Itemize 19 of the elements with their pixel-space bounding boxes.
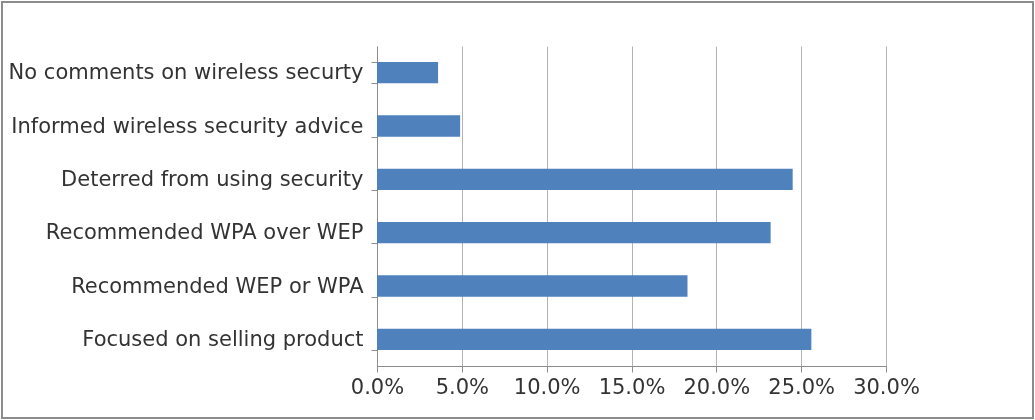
y-tick-label: No comments on wireless securty	[8, 60, 364, 85]
x-tick-label: 30.0%	[853, 374, 920, 399]
y-tick-label: Focused on selling product	[82, 326, 364, 351]
x-tick-label: 15.0%	[598, 374, 666, 399]
x-tick-label: 5.0%	[435, 374, 490, 399]
y-tick-label: Recommended WPA over WEP	[45, 220, 364, 245]
y-tick-label: Recommended WEP or WPA	[71, 273, 365, 298]
bar	[377, 275, 688, 297]
y-tick-label: Informed wireless security advice	[11, 113, 364, 138]
bar	[377, 222, 771, 244]
bar	[377, 168, 793, 190]
x-tick-label: 25.0%	[768, 374, 836, 399]
x-tick-label: 0.0%	[350, 374, 405, 399]
bar	[377, 328, 812, 350]
y-tick-label: Deterred from using security	[61, 166, 364, 191]
bar	[377, 115, 461, 137]
x-tick-label: 10.0%	[513, 374, 581, 399]
bar	[377, 62, 439, 84]
x-tick-label: 20.0%	[683, 374, 751, 399]
